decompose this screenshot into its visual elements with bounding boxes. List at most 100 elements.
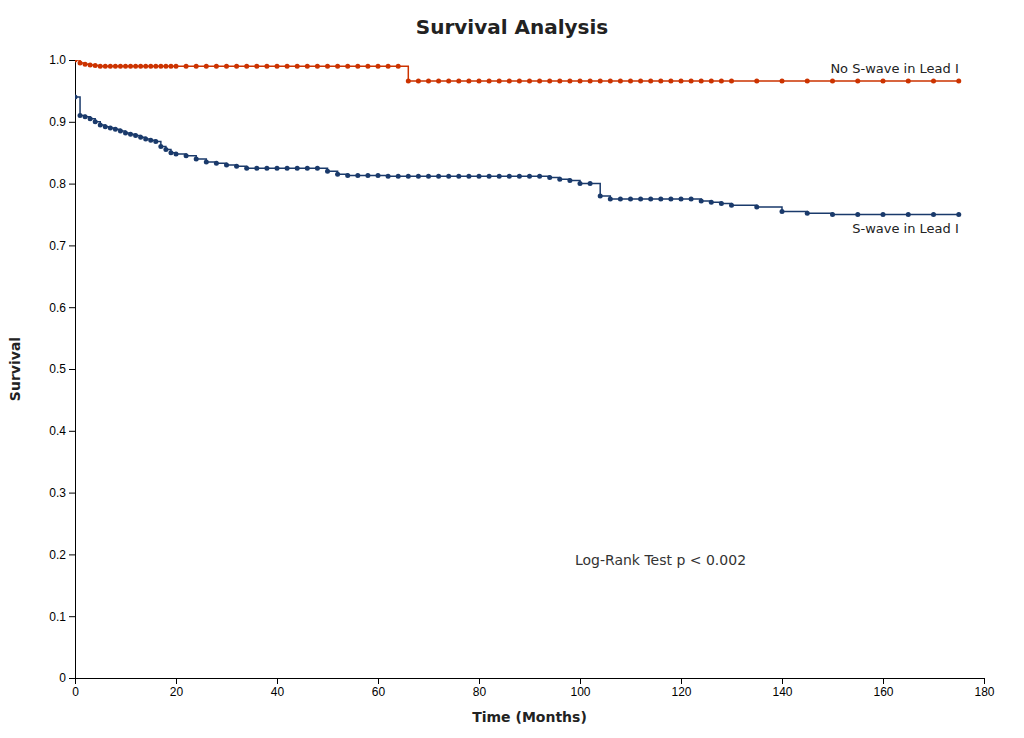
point <box>158 144 163 149</box>
point <box>103 124 108 129</box>
point <box>466 79 471 84</box>
point <box>754 205 759 210</box>
point <box>608 197 613 202</box>
point <box>113 127 118 132</box>
y-tick-label: 0.7 <box>49 239 66 253</box>
plot: 02040608010012014016018000.10.20.30.40.5… <box>49 53 995 698</box>
point <box>881 79 886 84</box>
point <box>830 212 835 217</box>
point <box>158 64 163 69</box>
y-tick: 0.6 <box>49 301 75 315</box>
point <box>123 130 128 135</box>
chart: Survival Analysis02040608010012014016018… <box>0 0 1024 738</box>
point <box>446 174 451 179</box>
x-tick-label: 20 <box>170 685 184 699</box>
point <box>305 166 310 171</box>
point <box>108 64 113 69</box>
point <box>446 79 451 84</box>
point <box>305 64 310 69</box>
y-tick-label: 0.6 <box>49 301 66 315</box>
point <box>194 156 199 161</box>
point <box>234 164 239 169</box>
y-tick-label: 0.1 <box>49 610 66 624</box>
point <box>75 60 78 63</box>
y-tick-label: 0.4 <box>49 424 66 438</box>
y-tick: 0.9 <box>49 115 75 129</box>
point <box>507 79 512 84</box>
point <box>557 177 562 182</box>
point <box>163 147 168 152</box>
y-tick-mark <box>69 60 75 61</box>
point <box>365 173 370 178</box>
y-tick: 0.4 <box>49 424 75 438</box>
point <box>355 173 360 178</box>
x-tick-mark <box>782 678 783 684</box>
y-tick-mark <box>69 369 75 370</box>
x-tick-label: 160 <box>873 685 893 699</box>
y-tick-label: 0 <box>59 671 66 685</box>
x-axis-title: Time (Months) <box>472 709 587 725</box>
point <box>638 79 643 84</box>
point <box>88 116 93 121</box>
point <box>406 174 411 179</box>
point <box>376 173 381 178</box>
point <box>93 63 98 68</box>
point <box>436 79 441 84</box>
x-tick: 0 <box>72 678 79 699</box>
point <box>295 166 300 171</box>
y-tick-mark <box>69 431 75 432</box>
x-tick-mark <box>883 678 884 684</box>
point <box>234 64 239 69</box>
point <box>264 166 269 171</box>
point <box>75 95 78 100</box>
point <box>365 64 370 69</box>
y-tick-label: 0.9 <box>49 115 66 129</box>
point <box>487 174 492 179</box>
point <box>416 174 421 179</box>
x-tick-mark <box>984 678 985 684</box>
point <box>648 197 653 202</box>
y-tick-mark <box>69 245 75 246</box>
y-tick-mark <box>69 616 75 617</box>
point <box>108 125 113 130</box>
point <box>497 174 502 179</box>
point <box>194 64 199 69</box>
point <box>729 79 734 84</box>
point <box>153 139 158 144</box>
point <box>376 64 381 69</box>
y-tick-label: 0.3 <box>49 486 66 500</box>
point <box>103 64 108 69</box>
x-tick-mark <box>681 678 682 684</box>
point <box>931 79 936 84</box>
point <box>128 132 133 137</box>
point <box>567 178 572 183</box>
point <box>436 174 441 179</box>
series <box>75 95 961 217</box>
y-tick-label: 1.0 <box>49 53 66 67</box>
point <box>224 64 229 69</box>
x-tick-mark <box>277 678 278 684</box>
y-tick: 0 <box>59 671 75 685</box>
y-tick-mark <box>69 184 75 185</box>
point <box>709 200 714 205</box>
x-tick: 160 <box>873 678 893 699</box>
annotation: Log-Rank Test p < 0.002 <box>575 552 746 568</box>
point <box>956 79 961 84</box>
y-axis-line <box>69 61 76 679</box>
x-tick-mark <box>378 678 379 684</box>
point <box>174 64 179 69</box>
y-tick: 0.2 <box>49 548 75 562</box>
point <box>588 79 593 84</box>
point <box>204 64 209 69</box>
point <box>168 64 173 69</box>
labels: No S-wave in Lead IS-wave in Lead ILog-R… <box>575 61 959 568</box>
point <box>396 64 401 69</box>
point <box>204 159 209 164</box>
point <box>805 79 810 84</box>
point <box>168 150 173 155</box>
point <box>174 151 179 156</box>
point <box>487 79 492 84</box>
point <box>163 64 168 69</box>
point <box>98 64 103 69</box>
point <box>719 79 724 84</box>
